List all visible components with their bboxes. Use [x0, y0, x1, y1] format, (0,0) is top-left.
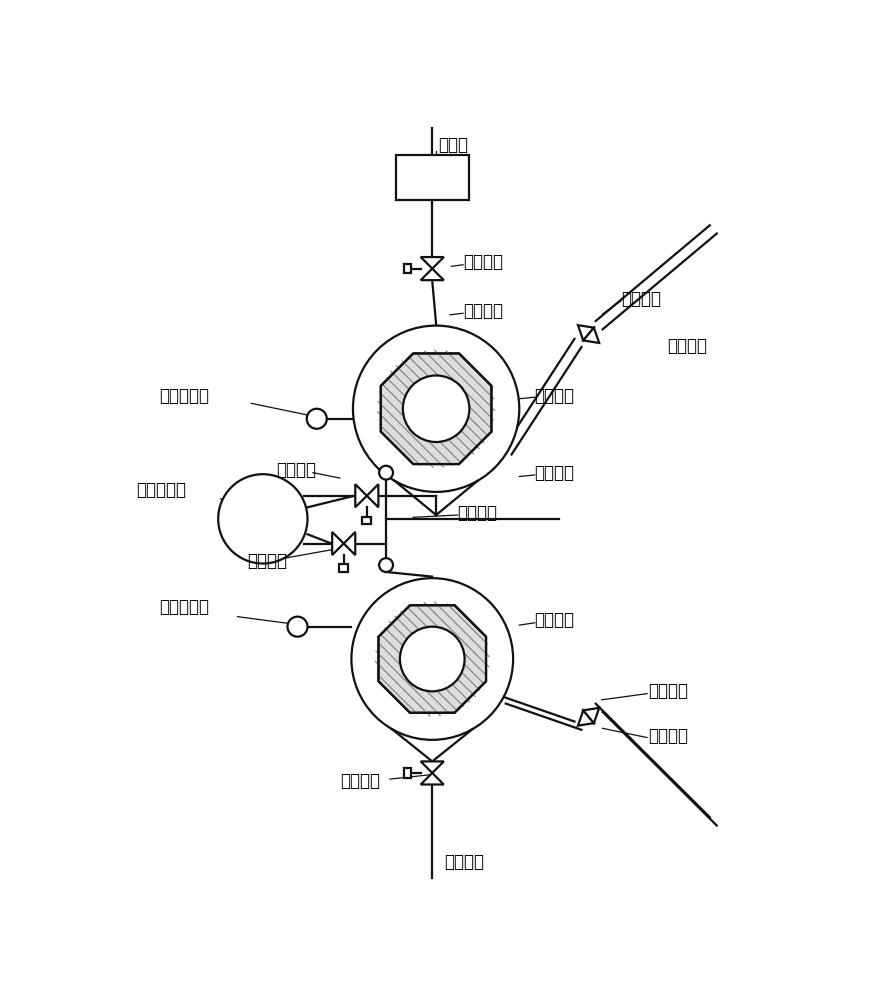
Text: 第六管线: 第六管线	[648, 682, 688, 700]
Text: 第四阀门: 第四阀门	[339, 772, 380, 790]
Text: 第二压力表: 第二压力表	[159, 387, 209, 405]
Text: 第三管线: 第三管线	[458, 504, 498, 522]
Polygon shape	[583, 708, 599, 723]
Text: 第二管线: 第二管线	[535, 464, 575, 482]
Circle shape	[352, 578, 513, 740]
Text: 第二容器: 第二容器	[535, 611, 575, 630]
Polygon shape	[332, 532, 344, 555]
Text: 气量计: 气量计	[438, 136, 469, 154]
Text: 第一阀门: 第一阀门	[463, 253, 503, 271]
Text: 第六阀门: 第六阀门	[648, 727, 688, 745]
Polygon shape	[421, 269, 444, 280]
Bar	[404, 264, 411, 273]
Text: 第四管线: 第四管线	[444, 853, 484, 871]
Bar	[362, 517, 371, 524]
Polygon shape	[355, 484, 367, 507]
Polygon shape	[421, 773, 444, 785]
Polygon shape	[344, 532, 355, 555]
Polygon shape	[583, 328, 599, 343]
Circle shape	[379, 558, 393, 572]
Circle shape	[400, 627, 465, 691]
Text: 第三阀门: 第三阀门	[248, 552, 287, 570]
Circle shape	[307, 409, 327, 429]
Circle shape	[353, 326, 519, 492]
Circle shape	[287, 617, 308, 637]
Polygon shape	[578, 325, 594, 340]
Text: 第一容器: 第一容器	[535, 387, 575, 405]
Text: 第五阀门: 第五阀门	[621, 290, 661, 308]
Circle shape	[218, 474, 308, 564]
Text: 第二阀门: 第二阀门	[276, 461, 316, 479]
Bar	[404, 768, 411, 778]
Text: 第一压力表: 第一压力表	[159, 598, 209, 616]
Circle shape	[379, 466, 393, 480]
Polygon shape	[378, 605, 486, 713]
Polygon shape	[381, 353, 492, 464]
Polygon shape	[421, 761, 444, 773]
Bar	[396, 155, 469, 200]
Polygon shape	[367, 484, 378, 507]
Text: 第五管线: 第五管线	[667, 337, 707, 355]
Text: 样品转移器: 样品转移器	[136, 481, 186, 499]
Polygon shape	[421, 257, 444, 269]
Text: 第一管线: 第一管线	[463, 302, 503, 320]
Bar	[339, 564, 348, 572]
Polygon shape	[578, 710, 594, 726]
Circle shape	[403, 375, 469, 442]
